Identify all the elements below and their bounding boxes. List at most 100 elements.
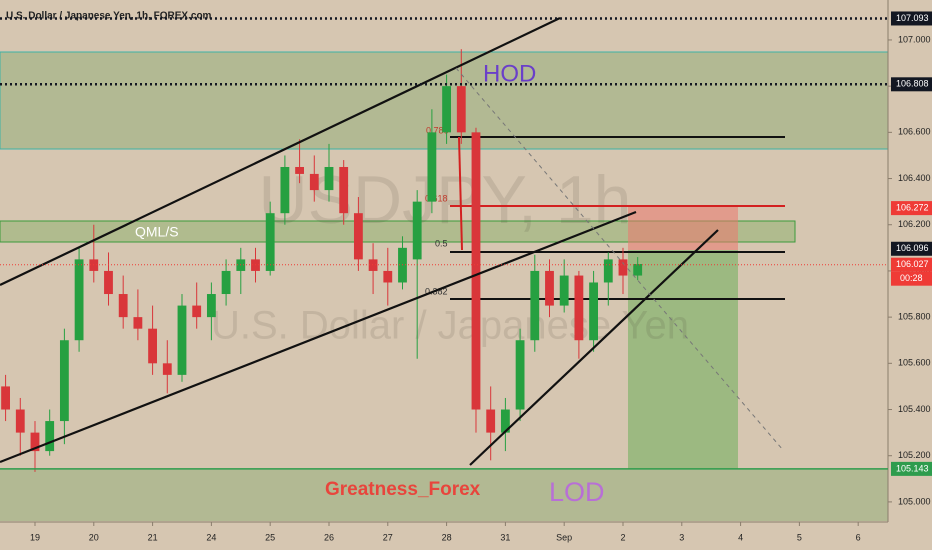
y-tick-label: 105.600	[898, 358, 931, 368]
candle-body	[265, 213, 275, 271]
candle-body	[574, 275, 584, 341]
candle-body	[368, 259, 378, 271]
candle-body	[633, 264, 643, 276]
qml-zone	[0, 220, 796, 243]
candle-body	[500, 409, 510, 433]
candle-body	[280, 166, 290, 214]
fib-leg	[458, 136, 463, 251]
wedge-line	[469, 229, 719, 466]
candle-body	[295, 166, 304, 174]
candle-body	[104, 270, 113, 295]
candle-body	[1, 386, 10, 410]
candle-body	[545, 270, 554, 306]
x-tick-label: 2	[620, 532, 625, 542]
fib-label: 0.786	[426, 125, 449, 135]
x-tick-label: 21	[148, 532, 158, 542]
x-tick-label: 26	[324, 532, 334, 542]
candle-body	[589, 282, 598, 341]
x-tick-label: 20	[89, 532, 99, 542]
candle-body	[192, 305, 202, 318]
candle-body	[486, 409, 496, 433]
x-tick-label: 28	[442, 532, 452, 542]
projection-line	[455, 67, 784, 451]
candle-body	[530, 270, 540, 341]
hod-label: HOD	[483, 60, 536, 87]
x-tick-label: 6	[856, 532, 861, 542]
target-zone	[628, 250, 738, 469]
y-tick-label: 105.400	[898, 404, 931, 414]
candle-body	[339, 166, 349, 214]
countdown: 00:28	[900, 273, 923, 283]
candle-body	[148, 328, 157, 364]
candle-body	[15, 409, 25, 433]
y-tick-label: 105.800	[898, 312, 931, 322]
candle-body	[471, 132, 481, 410]
price-tag	[891, 257, 932, 272]
x-tick-label: 25	[265, 532, 275, 542]
x-tick-label: 24	[206, 532, 216, 542]
candle-body	[515, 340, 525, 410]
y-tick-label: 106.200	[898, 219, 931, 229]
price-tag-label: 106.272	[896, 202, 929, 212]
price-tag-label: 106.808	[896, 79, 929, 89]
x-tick-label: Sep	[556, 532, 572, 542]
y-tick-label: 107.000	[898, 34, 931, 44]
candle-body	[427, 132, 437, 202]
candles	[1, 49, 643, 472]
price-tag	[891, 461, 932, 476]
x-tick-label: 3	[679, 532, 684, 542]
price-tag	[891, 241, 932, 256]
candle-body	[206, 294, 216, 318]
x-tick-label: 5	[797, 532, 802, 542]
price-tag	[891, 201, 932, 216]
author-label: Greatness_Forex	[325, 479, 481, 500]
candle-body	[177, 305, 187, 375]
x-tick-label: 31	[500, 532, 510, 542]
candle-body	[30, 432, 40, 452]
stop-zone	[628, 206, 738, 250]
candle-body	[383, 270, 393, 283]
candle-body	[133, 317, 143, 329]
candle-body	[45, 421, 55, 452]
channel-bottom	[0, 210, 637, 464]
candle-body	[162, 363, 172, 375]
price-tag-label: 107.093	[896, 13, 929, 23]
countdown-tag	[891, 271, 932, 286]
y-tick-label: 106.400	[898, 173, 931, 183]
candle-body	[59, 340, 69, 422]
x-tick-label: 4	[738, 532, 743, 542]
candle-body	[74, 259, 84, 341]
candle-body	[118, 294, 128, 318]
candle-body	[603, 259, 613, 283]
x-tick-label: 19	[30, 532, 40, 542]
axis-overlay: 105.000 105.200 105.400 105.600 105.800 106.0…	[0, 11, 932, 542]
channel-top	[0, 17, 561, 286]
candle-body	[353, 213, 363, 260]
candle-body	[309, 173, 319, 191]
candle-body	[221, 270, 231, 295]
price-tag-label: 106.096	[896, 243, 929, 253]
candle-body	[559, 275, 569, 306]
candle-body	[412, 201, 422, 260]
y-tick-label: 105.000	[898, 496, 931, 506]
candle-body	[456, 86, 466, 133]
lod-label: LOD	[549, 477, 605, 507]
watermark-sub: U.S. Dollar / Japanese Yen	[211, 304, 689, 348]
candle-body	[324, 166, 334, 191]
price-tag-label: 106.027	[896, 259, 929, 269]
price-tag	[891, 77, 932, 92]
price-tag-label: 105.143	[896, 463, 929, 473]
support-zone	[0, 469, 888, 521]
watermark: USDJPY, 1h	[259, 162, 632, 238]
x-tick-label: 27	[383, 532, 393, 542]
candle-body	[442, 86, 451, 133]
y-tick-label: 105.200	[898, 450, 931, 460]
qml-label: QML/S	[135, 224, 179, 240]
chart-title: U.S. Dollar / Japanese Yen, 1h, FOREX.co…	[6, 11, 212, 22]
price-tag	[891, 11, 932, 26]
fib-label: 0.5	[435, 238, 448, 248]
y-tick-label: 106.600	[898, 127, 931, 137]
candle-body	[618, 259, 628, 276]
